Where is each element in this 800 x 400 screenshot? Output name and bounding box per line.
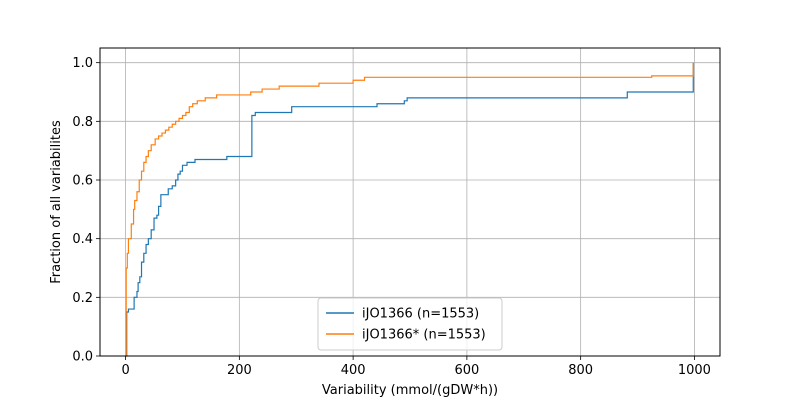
- y-tick-label: 0.2: [72, 291, 93, 306]
- y-tick-label: 0.8: [72, 115, 93, 130]
- x-tick-label: 400: [341, 363, 366, 378]
- x-axis-ticks: 0 200 400 600 800 1000: [121, 356, 711, 378]
- plot-area: [125, 62, 694, 357]
- x-tick-label: 0: [121, 363, 129, 378]
- legend-box: [317, 297, 503, 351]
- x-tick-label: 600: [454, 363, 479, 378]
- legend: iJO1366 (n=1553) iJO1366* (n=1553): [317, 297, 503, 351]
- y-axis-label: Fraction of all variabilites: [49, 120, 64, 284]
- series-line-1: [125, 62, 694, 357]
- y-tick-label: 1.0: [72, 56, 93, 71]
- y-tick-label: 0.6: [72, 174, 93, 189]
- legend-label-iJO1366-star: iJO1366* (n=1553): [362, 328, 486, 343]
- x-axis-label: Variability (mmol/(gDW*h)): [322, 383, 498, 398]
- y-axis-ticks: 0.0 0.2 0.4 0.6 0.8 1.0: [72, 56, 100, 365]
- axes-frame: [99, 47, 721, 357]
- series-line-0: [125, 62, 694, 357]
- y-tick-label: 0.0: [72, 350, 93, 365]
- legend-label-iJO1366: iJO1366 (n=1553): [362, 307, 479, 322]
- x-tick-label: 200: [227, 363, 252, 378]
- x-tick-label: 1000: [678, 363, 711, 378]
- y-tick-label: 0.4: [72, 232, 93, 247]
- x-tick-label: 800: [568, 363, 593, 378]
